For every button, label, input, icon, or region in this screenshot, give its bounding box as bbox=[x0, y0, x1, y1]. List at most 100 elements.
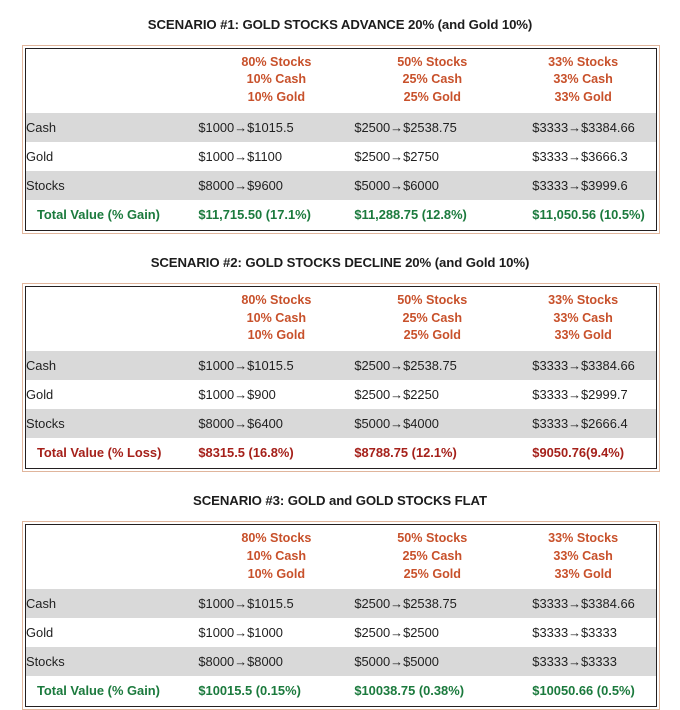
row-value: $3333→$3999.6 bbox=[510, 171, 656, 201]
row-value: $2500→$2538.75 bbox=[354, 113, 511, 143]
scenario-table-frame-3: 80% Stocks 10% Cash 10% Gold 50% Stocks … bbox=[22, 520, 660, 710]
table-row: Gold $1000→$1100 $2500→$2750 $3333→$3666… bbox=[26, 142, 656, 172]
total-label: Total Value (% Gain) bbox=[26, 676, 199, 707]
row-value: $5000→$4000 bbox=[354, 409, 511, 439]
row-value: $3333→$3384.66 bbox=[510, 589, 656, 619]
allocation-gold-label: 25% Gold bbox=[403, 566, 461, 581]
allocation-header-col-1: 80% Stocks 10% Cash 10% Gold bbox=[198, 48, 355, 114]
row-value: $3333→$3333 bbox=[510, 647, 656, 677]
allocation-stocks-label: 33% Stocks bbox=[548, 530, 619, 545]
allocation-stocks-label: 80% Stocks bbox=[241, 54, 312, 69]
total-value: $10038.75 (0.38%) bbox=[354, 676, 511, 707]
row-label: Stocks bbox=[26, 171, 199, 201]
title-table-gap-2 bbox=[0, 271, 680, 283]
row-value: $2500→$2750 bbox=[354, 142, 511, 172]
allocation-gold-label: 33% Gold bbox=[554, 90, 612, 105]
row-value: $2500→$2538.75 bbox=[354, 589, 511, 619]
allocation-stocks-label: 50% Stocks bbox=[397, 530, 468, 545]
allocation-stocks-label: 33% Stocks bbox=[548, 292, 619, 307]
row-value: $1000→$1000 bbox=[198, 618, 355, 648]
total-value: $11,715.50 (17.1%) bbox=[198, 200, 355, 231]
table-row: Stocks $8000→$9600 $5000→$6000 $3333→$39… bbox=[26, 171, 656, 201]
total-value: $8788.75 (12.1%) bbox=[354, 438, 511, 469]
scenario-table-2: 80% Stocks 10% Cash 10% Gold 50% Stocks … bbox=[26, 286, 656, 469]
table-row: Gold $1000→$1000 $2500→$2500 $3333→$3333 bbox=[26, 618, 656, 648]
block-gap-1 bbox=[0, 234, 680, 256]
row-label: Stocks bbox=[26, 409, 199, 439]
allocation-cash-label: 33% Cash bbox=[553, 310, 613, 325]
scenario-table-inner-2: 80% Stocks 10% Cash 10% Gold 50% Stocks … bbox=[25, 285, 657, 470]
allocation-header-col-2: 50% Stocks 25% Cash 25% Gold bbox=[354, 48, 511, 114]
allocation-header-row: 80% Stocks 10% Cash 10% Gold 50% Stocks … bbox=[26, 524, 656, 590]
allocation-gold-label: 33% Gold bbox=[554, 328, 612, 343]
scenario-block-1: SCENARIO #1: GOLD STOCKS ADVANCE 20% (an… bbox=[0, 17, 680, 235]
row-value: $3333→$3666.3 bbox=[510, 142, 656, 172]
row-value: $1000→$900 bbox=[198, 380, 355, 410]
row-value: $1000→$1015.5 bbox=[198, 589, 355, 619]
row-value: $2500→$2500 bbox=[354, 618, 511, 648]
table-row: Stocks $8000→$8000 $5000→$5000 $3333→$33… bbox=[26, 647, 656, 677]
allocation-gold-label: 33% Gold bbox=[554, 566, 612, 581]
row-value: $1000→$1100 bbox=[198, 142, 355, 172]
row-label: Gold bbox=[26, 142, 199, 172]
allocation-cash-label: 25% Cash bbox=[402, 548, 463, 563]
allocation-header-col-3: 33% Stocks 33% Cash 33% Gold bbox=[510, 286, 656, 352]
allocation-gold-label: 10% Gold bbox=[247, 328, 306, 343]
scenario-table-frame-2: 80% Stocks 10% Cash 10% Gold 50% Stocks … bbox=[22, 282, 660, 473]
allocation-cash-label: 10% Cash bbox=[246, 548, 307, 563]
table-row: Cash $1000→$1015.5 $2500→$2538.75 $3333→… bbox=[26, 589, 656, 619]
total-row: Total Value (% Gain) $11,715.50 (17.1%) … bbox=[26, 200, 656, 231]
allocation-gold-label: 10% Gold bbox=[247, 90, 306, 105]
row-value: $3333→$3384.66 bbox=[510, 113, 656, 143]
scenario-table-inner-3: 80% Stocks 10% Cash 10% Gold 50% Stocks … bbox=[25, 523, 657, 708]
allocation-header-row: 80% Stocks 10% Cash 10% Gold 50% Stocks … bbox=[26, 48, 656, 114]
allocation-header-row: 80% Stocks 10% Cash 10% Gold 50% Stocks … bbox=[26, 286, 656, 352]
allocation-gold-label: 25% Gold bbox=[403, 328, 461, 343]
scenario-table-inner-1: 80% Stocks 10% Cash 10% Gold 50% Stocks … bbox=[25, 47, 657, 232]
total-value: $10015.5 (0.15%) bbox=[198, 676, 355, 707]
row-value: $3333→$2666.4 bbox=[510, 409, 656, 439]
allocation-stocks-label: 50% Stocks bbox=[397, 54, 468, 69]
allocation-cash-label: 33% Cash bbox=[553, 72, 613, 87]
row-value: $3333→$2999.7 bbox=[510, 380, 656, 410]
title-table-gap-1 bbox=[0, 33, 680, 45]
table-row: Gold $1000→$900 $2500→$2250 $3333→$2999.… bbox=[26, 380, 656, 410]
scenario-block-3: SCENARIO #3: GOLD and GOLD STOCKS FLAT 8… bbox=[0, 494, 680, 710]
scenario-title-1: SCENARIO #1: GOLD STOCKS ADVANCE 20% (an… bbox=[147, 17, 533, 32]
row-label: Gold bbox=[26, 380, 199, 410]
header-corner-cell bbox=[26, 48, 199, 114]
row-value: $1000→$1015.5 bbox=[198, 113, 355, 143]
row-value: $5000→$6000 bbox=[354, 171, 511, 201]
header-corner-cell bbox=[26, 524, 199, 590]
header-corner-cell bbox=[26, 286, 199, 352]
allocation-gold-label: 25% Gold bbox=[403, 90, 461, 105]
scenario-table-1: 80% Stocks 10% Cash 10% Gold 50% Stocks … bbox=[26, 48, 656, 231]
block-gap-2 bbox=[0, 472, 680, 494]
allocation-stocks-label: 80% Stocks bbox=[241, 530, 312, 545]
allocation-stocks-label: 80% Stocks bbox=[241, 292, 312, 307]
top-spacer bbox=[0, 0, 680, 18]
total-label: Total Value (% Loss) bbox=[26, 438, 199, 469]
row-value: $8000→$6400 bbox=[198, 409, 355, 439]
allocation-header-col-2: 50% Stocks 25% Cash 25% Gold bbox=[354, 286, 511, 352]
table-row: Cash $1000→$1015.5 $2500→$2538.75 $3333→… bbox=[26, 351, 656, 381]
table-row: Stocks $8000→$6400 $5000→$4000 $3333→$26… bbox=[26, 409, 656, 439]
allocation-gold-label: 10% Gold bbox=[247, 566, 306, 581]
total-value: $10050.66 (0.5%) bbox=[510, 676, 656, 707]
row-label: Stocks bbox=[26, 647, 199, 677]
row-label: Cash bbox=[26, 113, 199, 143]
row-label: Cash bbox=[26, 589, 199, 619]
total-row: Total Value (% Loss) $8315.5 (16.8%) $87… bbox=[26, 438, 656, 469]
allocation-cash-label: 10% Cash bbox=[246, 72, 307, 87]
table-row: Cash $1000→$1015.5 $2500→$2538.75 $3333→… bbox=[26, 113, 656, 143]
total-value: $11,050.56 (10.5%) bbox=[510, 200, 656, 231]
scenario-title-3: SCENARIO #3: GOLD and GOLD STOCKS FLAT bbox=[193, 493, 487, 509]
row-label: Cash bbox=[26, 351, 199, 381]
total-label: Total Value (% Gain) bbox=[26, 200, 199, 231]
allocation-header-col-3: 33% Stocks 33% Cash 33% Gold bbox=[510, 524, 656, 590]
total-value: $8315.5 (16.8%) bbox=[198, 438, 355, 469]
row-value: $3333→$3384.66 bbox=[510, 351, 656, 381]
scenario-table-frame-1: 80% Stocks 10% Cash 10% Gold 50% Stocks … bbox=[22, 44, 660, 235]
title-table-gap-3 bbox=[0, 509, 680, 521]
